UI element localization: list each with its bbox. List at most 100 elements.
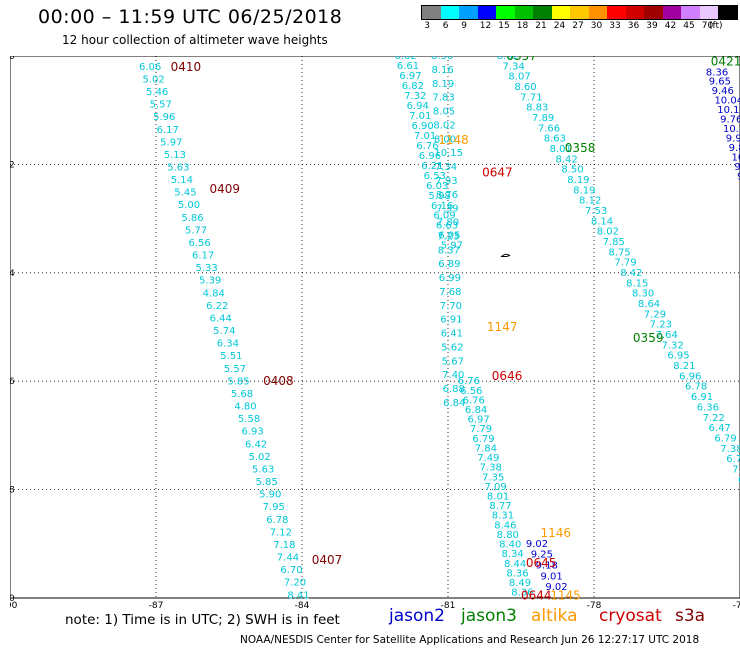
swh-value: 8.36: [511, 588, 533, 599]
swh-value: 5.14: [171, 175, 193, 186]
swh-value: 8.76: [436, 190, 458, 201]
pass-label: 0408: [263, 374, 294, 388]
swh-value: 6.56: [188, 238, 210, 249]
swh-value: 6.76: [463, 395, 485, 406]
swh-value: 6.21: [421, 161, 443, 172]
island-outline: [500, 253, 511, 258]
swh-value: 7.39: [436, 204, 458, 215]
swh-value: 5.98: [429, 191, 451, 202]
swh-value: 6.78: [266, 515, 288, 526]
swh-value: 8.80: [497, 530, 519, 541]
swh-value: 9.25: [531, 550, 553, 561]
swh-value: 8.36: [506, 568, 528, 579]
swh-value: 5.39: [199, 276, 221, 287]
pass-label: 0645: [526, 556, 557, 570]
swh-value: 7.01: [409, 111, 431, 122]
swh-value: 10.04: [714, 96, 740, 107]
legend-swatch: [588, 6, 607, 19]
swh-value: 7.32: [661, 340, 683, 351]
swh-value: 5.02: [249, 452, 271, 463]
swh-value: 8.01: [487, 491, 509, 502]
swh-value: 7.79: [470, 424, 492, 435]
pass-label: 0646: [492, 369, 523, 383]
swh-value: 6.70: [280, 565, 302, 576]
swh-value: 8.83: [526, 103, 548, 114]
swh-value: 8.75: [608, 247, 630, 258]
swh-value: 5.74: [213, 326, 235, 337]
swh-value: 7.79: [614, 258, 636, 269]
swh-value: 7.71: [520, 92, 542, 103]
satellite-legend-cryosat: cryosat: [599, 606, 662, 626]
legend-label: 27: [572, 21, 584, 31]
legend-label: 42: [664, 21, 677, 31]
x-tick-label: -75: [733, 601, 740, 611]
swh-value: 7.49: [477, 453, 499, 464]
swh-value: 7.01: [414, 131, 436, 142]
y-tick-label: -34: [10, 269, 15, 279]
satellite-legend-s3a: s3a: [675, 606, 706, 626]
pass-label: 1145: [550, 588, 581, 602]
swh-value: 5.67: [442, 356, 464, 367]
swh-value: 6.97: [467, 415, 489, 426]
swh-value: 8.60: [514, 82, 536, 93]
swh-value: 5.62: [441, 342, 463, 353]
swh-value: 6.34: [217, 339, 239, 350]
swh-value: 6.91: [440, 315, 462, 326]
swh-value: 5.57: [150, 100, 172, 111]
swh-value: 5.63: [252, 464, 274, 475]
swh-value: 6.96: [679, 371, 701, 382]
swh-value: 9.76: [720, 115, 740, 126]
swh-value: 9.01: [540, 571, 562, 582]
x-tick-label: -84: [295, 601, 310, 611]
satellite-legend-jason3: jason3: [461, 606, 517, 626]
swh-value: 7.84: [475, 443, 497, 454]
swh-value: 6.79: [472, 434, 494, 445]
swh-value: 6.56: [460, 386, 482, 397]
swh-value: 8.82: [497, 56, 519, 62]
swh-value: 8.02: [433, 120, 455, 131]
pass-label: 0409: [210, 182, 241, 196]
pass-label: 0410: [171, 60, 202, 74]
swh-value: 6.76: [458, 376, 480, 387]
swh-value: 7.66: [538, 123, 560, 134]
swh-value: 7.95: [263, 502, 285, 513]
y-tick-label: -32: [10, 160, 15, 170]
swh-value: 6.88: [443, 384, 465, 395]
legend-label: 24: [553, 21, 566, 31]
pass-label: 0407: [312, 553, 343, 567]
swh-value: 5.58: [238, 414, 260, 425]
pass-label: 0421: [711, 56, 740, 68]
swh-value: 10.15: [434, 148, 463, 159]
swh-value: 6.97: [399, 71, 421, 82]
x-tick-label: -78: [587, 601, 602, 611]
pass-label: 0644: [521, 588, 552, 602]
satellite-legend-altika: altika: [531, 606, 578, 626]
swh-value: 8.34: [502, 549, 524, 560]
swh-value: 7.09: [485, 482, 507, 493]
x-tick-label: -81: [441, 601, 456, 611]
swh-value: 7.68: [439, 287, 461, 298]
legend-label: 39: [646, 21, 658, 31]
swh-value: 7.85: [603, 237, 625, 248]
swh-value: 5.96: [153, 112, 175, 123]
legend-label: 3: [424, 21, 430, 31]
swh-value: 6.09: [433, 211, 455, 222]
swh-value: 10.18: [717, 105, 740, 116]
pass-label: 0358: [565, 141, 596, 155]
chart-title: 00:00 – 11:59 UTC 06/25/2018: [38, 6, 343, 28]
legend-swatch: [551, 6, 570, 19]
legend-swatch: [662, 6, 681, 19]
swh-value: 8.12: [579, 196, 601, 207]
swh-value: 5.46: [146, 87, 168, 98]
swh-value: 8.19: [573, 185, 595, 196]
swh-value: 7.38: [720, 444, 740, 455]
legend-swatch: [644, 6, 663, 19]
y-tick-label: -38: [10, 486, 15, 496]
legend-swatch: [570, 6, 589, 19]
chart-subtitle: 12 hour collection of altimeter wave hei…: [62, 33, 328, 47]
legend-swatch: [533, 6, 552, 19]
x-tick-label: -90: [10, 601, 18, 611]
legend-label: 36: [627, 21, 640, 31]
wave-height-map: -90 -87 -84 -81 -78 -75 -30 -32 -34 -36 -38 -40 6.06…: [10, 56, 740, 611]
swh-value: 5.13: [164, 150, 186, 161]
